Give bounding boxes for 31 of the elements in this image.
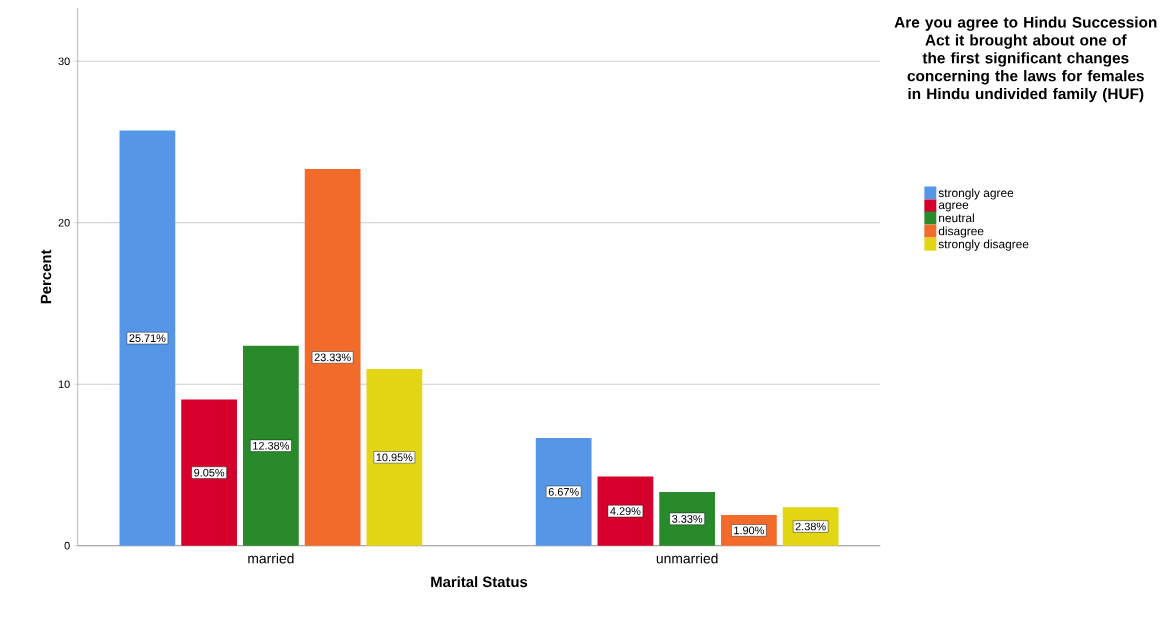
y-tick-label: 20 xyxy=(58,218,70,227)
data-label: 10.95% xyxy=(376,453,413,461)
legend-title: Are you agree to Hindu Succession Act it brought about one of the first significant changes concerning the laws for females in Hindu undivided family (HUF) xyxy=(894,16,1157,103)
data-label: 4.29% xyxy=(610,507,641,515)
y-tick-label: 10 xyxy=(58,380,70,388)
data-label: 2.38% xyxy=(795,522,826,531)
bar xyxy=(243,345,299,546)
data-label: 1.90% xyxy=(734,526,764,535)
x-axis-title: Marital Status xyxy=(431,576,528,587)
bar xyxy=(366,368,423,546)
data-label: 12.38% xyxy=(253,441,289,450)
data-label: 23.33% xyxy=(314,353,351,362)
bar xyxy=(597,476,654,546)
y-tick-label: 0 xyxy=(64,541,70,550)
legend-label: neutral xyxy=(939,213,974,222)
data-label: 6.67% xyxy=(548,487,579,496)
y-tick-label: 30 xyxy=(58,57,70,65)
legend-label: strongly disagree xyxy=(938,239,1029,251)
data-label: 3.33% xyxy=(672,514,703,523)
legend-label: agree xyxy=(938,202,969,212)
legend-label: disagree xyxy=(938,226,984,238)
y-axis-title: Percent xyxy=(40,249,52,303)
legend-label: strongly agree xyxy=(938,188,1014,200)
x-tick-label: unmarried xyxy=(656,553,718,564)
x-tick-label: married xyxy=(248,553,294,564)
bar xyxy=(181,399,238,546)
bar xyxy=(119,130,176,546)
data-label: 25.71% xyxy=(129,334,166,342)
data-label: 9.05% xyxy=(194,468,225,477)
bar xyxy=(535,437,592,546)
bar xyxy=(304,168,361,546)
